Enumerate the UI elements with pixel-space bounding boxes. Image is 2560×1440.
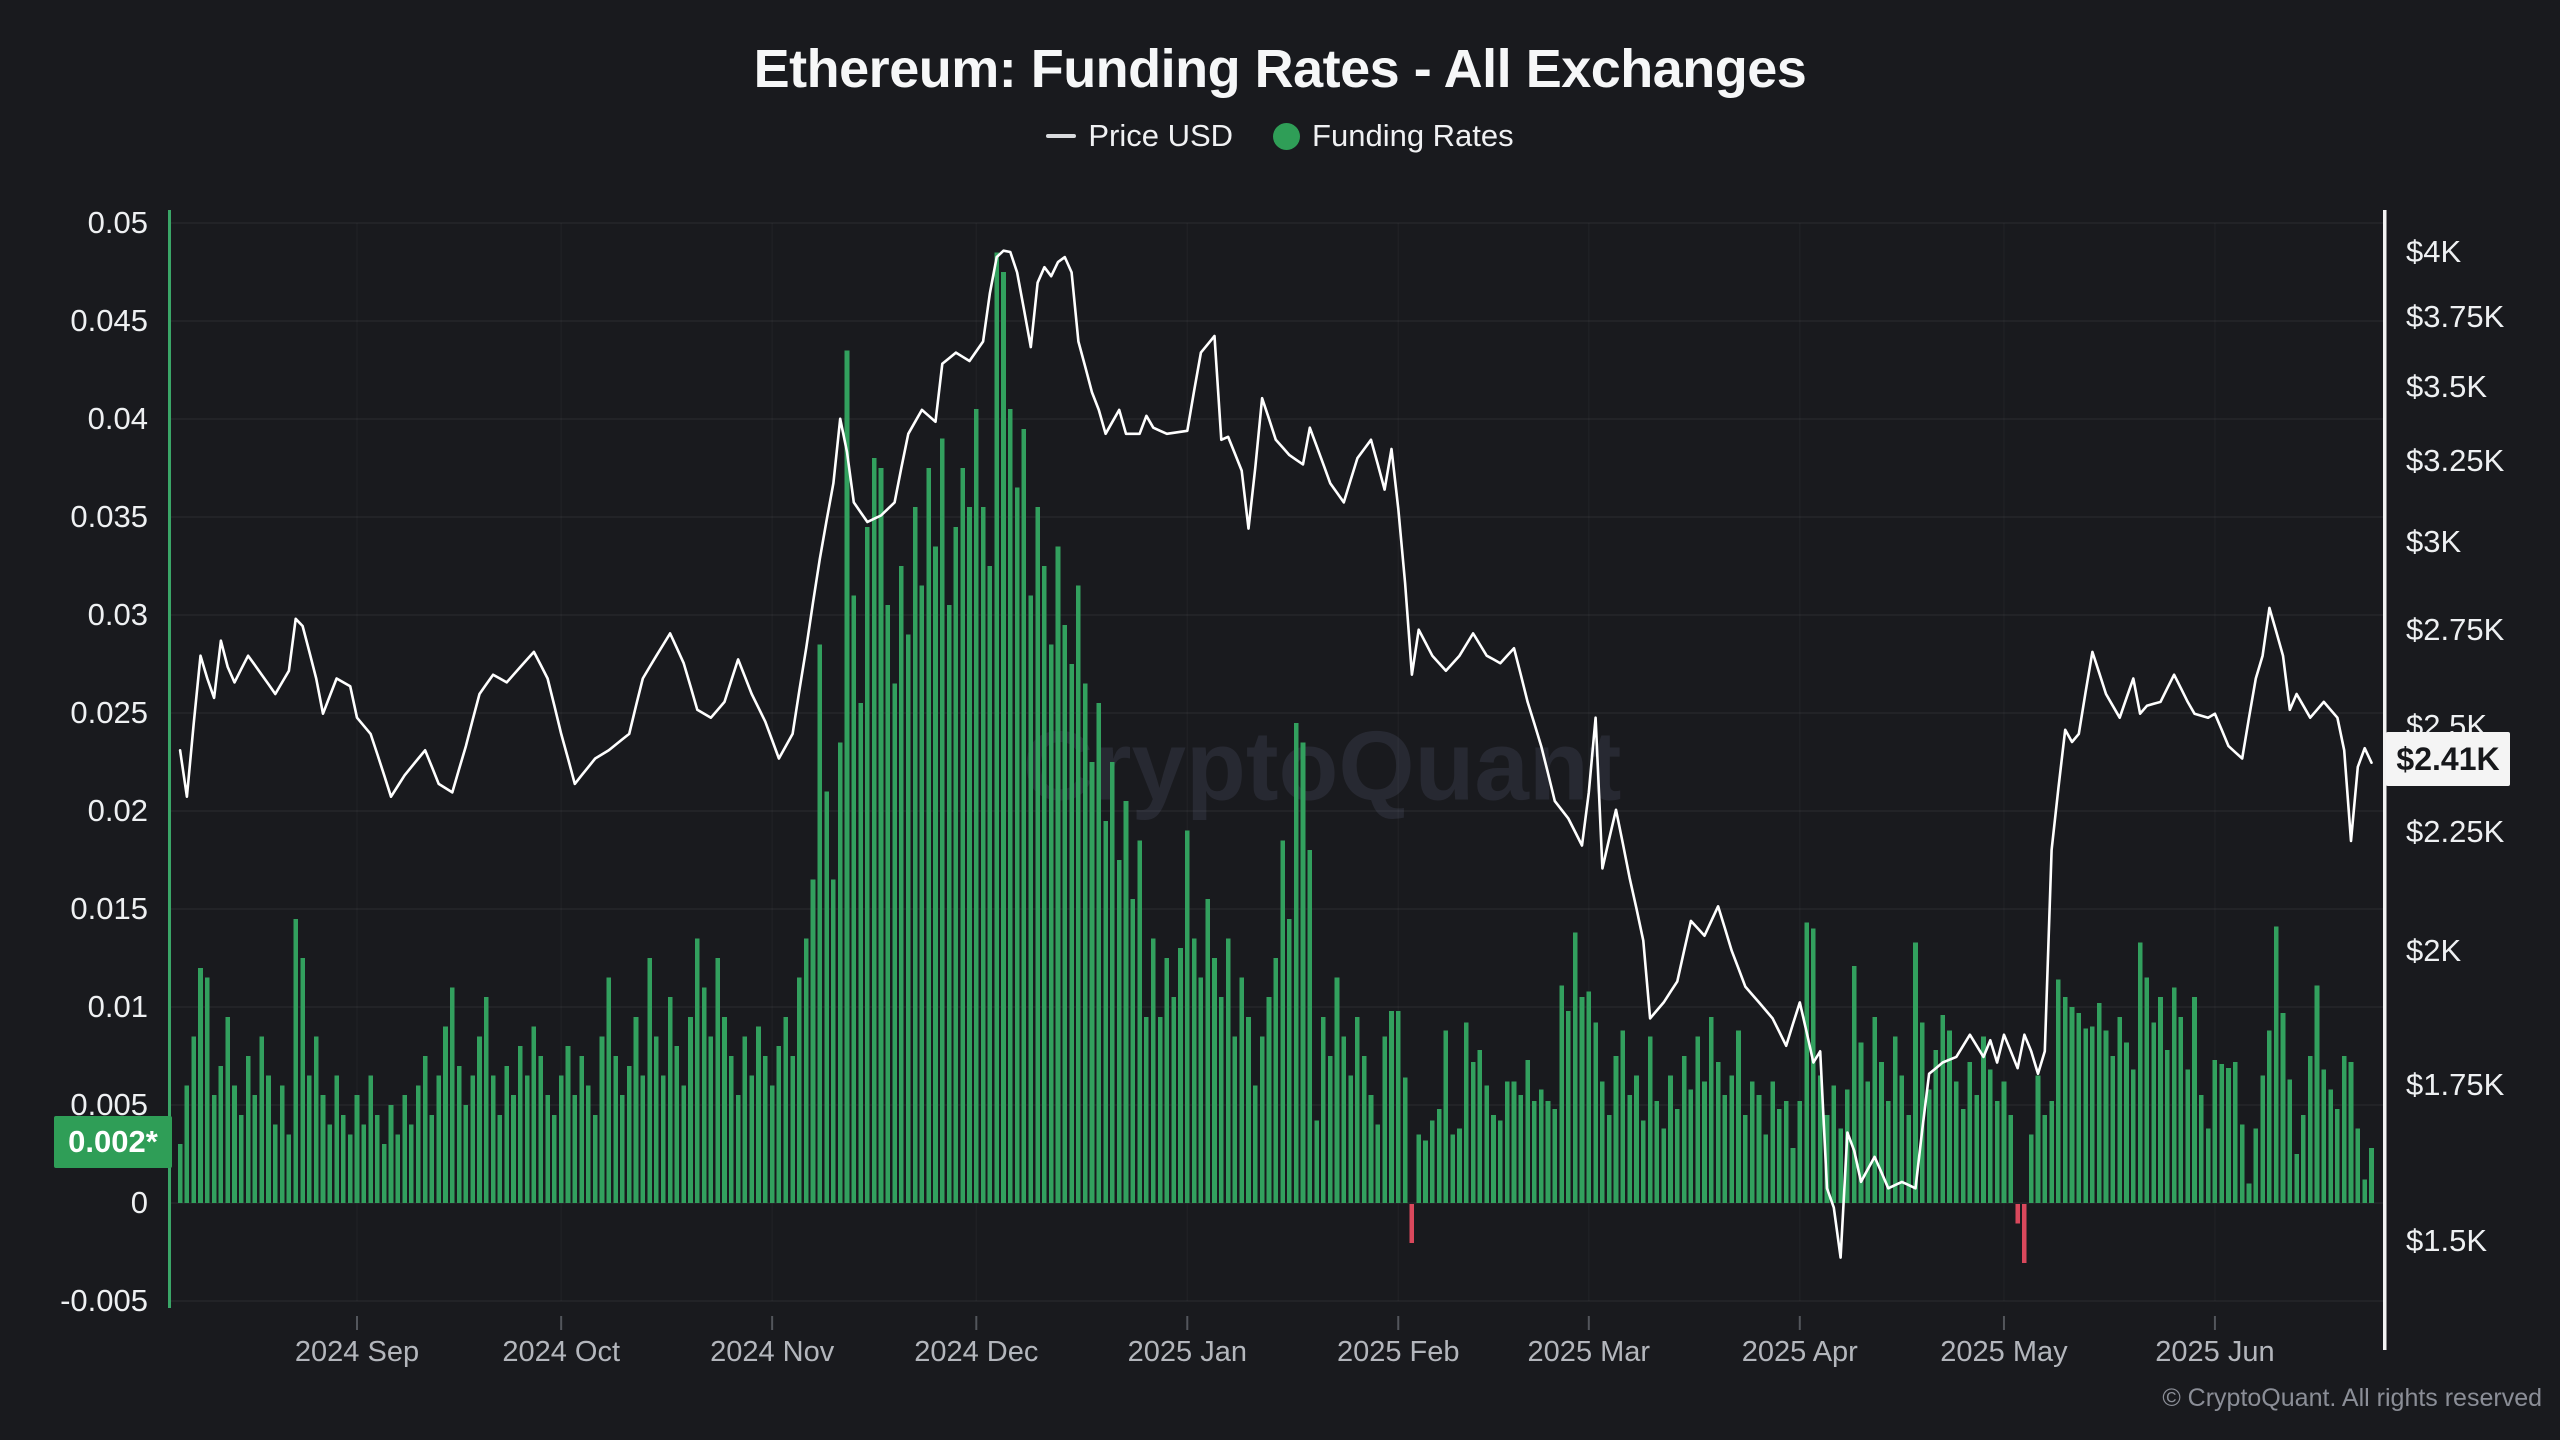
x-axis-month-label: 2025 Jan <box>1127 1336 1247 1368</box>
x-axis-month-label: 2024 Oct <box>502 1336 620 1368</box>
left-axis-tick-label: 0.04 <box>87 401 148 436</box>
left-axis-tick-label: 0.01 <box>87 989 148 1024</box>
circle-series-icon <box>1273 122 1301 150</box>
x-axis-month-label: 2025 Feb <box>1336 1336 1460 1368</box>
x-axis-month-label: 2025 Jun <box>2155 1336 2275 1368</box>
right-axis-tick-label: $3.5K <box>2406 368 2488 404</box>
left-axis-tick-label: 0.015 <box>70 891 148 926</box>
x-axis-month-label: 2024 Sep <box>294 1336 420 1368</box>
funding-rates-bars-series[interactable] <box>177 252 2374 1263</box>
x-axis-tick-marks <box>356 1316 2216 1330</box>
left-axis-tick-label: 0.045 <box>70 303 148 338</box>
right-axis-tick-label: $2.25K <box>2406 813 2505 849</box>
right-axis-tick-label: $2.75K <box>2406 611 2505 647</box>
x-axis-month-label: 2025 Mar <box>1527 1336 1651 1368</box>
x-axis-month-label: 2024 Dec <box>914 1336 1039 1368</box>
right-axis-tick-label: $4K <box>2406 234 2462 269</box>
right-axis-tick-label: $3.25K <box>2406 443 2505 479</box>
chart-title: Ethereum: Funding Rates - All Exchanges <box>753 39 1807 99</box>
funding-rate-current-value-badge: 0.002* <box>54 1116 172 1168</box>
right-axis-tick-label: $1.75K <box>2406 1067 2505 1103</box>
axis-lines <box>168 210 2387 1350</box>
left-axis-tick-label: 0.035 <box>70 499 148 534</box>
right-axis-tick-label: $1.5K <box>2406 1222 2488 1258</box>
left-axis-tick-label: 0.03 <box>87 597 148 632</box>
x-axis-month-label: 2024 Nov <box>710 1336 835 1368</box>
right-axis-tick-label: $2K <box>2406 932 2462 968</box>
copyright-notice: © CryptoQuant. All rights reserved <box>2162 1384 2542 1412</box>
legend-item-price[interactable]: Price USD <box>1046 118 1233 154</box>
left-axis-tick-label: 0.05 <box>87 205 148 240</box>
left-axis-tick-label: -0.005 <box>60 1283 148 1318</box>
chart-legend: Price USD Funding Rates <box>0 118 2560 154</box>
right-axis-tick-label: $3.75K <box>2406 299 2505 335</box>
left-axis-tick-label: 0.02 <box>87 793 148 828</box>
left-axis-tick-label: 0 <box>130 1185 148 1220</box>
legend-label-funding: Funding Rates <box>1312 118 1514 153</box>
left-axis-tick-label: 0.025 <box>70 695 148 730</box>
line-series-icon <box>1046 134 1077 138</box>
price-current-value-badge: $2.41K <box>2386 732 2510 786</box>
x-axis-month-label: 2025 Apr <box>1741 1336 1858 1368</box>
x-axis-month-label: 2025 May <box>1940 1336 2068 1368</box>
price-usd-line-series[interactable] <box>178 249 2373 1259</box>
legend-item-funding[interactable]: Funding Rates <box>1273 118 1514 154</box>
legend-label-price: Price USD <box>1088 118 1234 153</box>
right-axis-tick-label: $3K <box>2406 523 2462 559</box>
cryptoquant-watermark: CryptoQuant <box>1022 710 1622 821</box>
